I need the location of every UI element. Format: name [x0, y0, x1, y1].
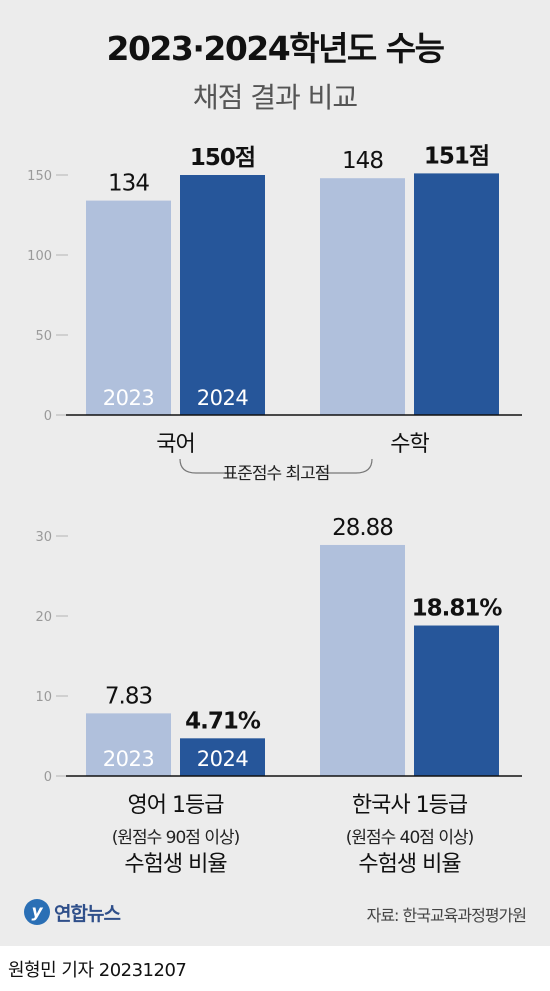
y-tick-label: 0 [44, 770, 52, 785]
bar-2023 [86, 200, 171, 415]
series-label-2024: 2024 [197, 747, 249, 771]
data-label: 151점 [424, 143, 489, 169]
data-label: 18.81% [412, 596, 503, 622]
data-label: 4.71% [185, 708, 261, 734]
y-tick-label: 150 [27, 169, 52, 184]
byline: 원형민 기자 20231207 [8, 960, 187, 981]
category-label: 수학 [390, 432, 429, 457]
chart-grade1-ratio: 30 20 10 0 7.83 2023 4.71% 2024 영어 1등급 (원점수 90점 이… [35, 515, 522, 877]
data-label: 148 [342, 148, 383, 174]
y-tick-label: 20 [35, 610, 52, 625]
yonhap-logo: y 연합뉴스 [24, 896, 121, 928]
category-sublabel: (원점수 90점 이상) [112, 828, 240, 848]
y-tick-label: 50 [35, 329, 52, 344]
bar-2024 [414, 173, 499, 415]
note-bracket-left [179, 458, 236, 474]
series-label-2023: 2023 [103, 747, 154, 771]
y-tick-label: 10 [35, 690, 52, 705]
chart-title: 2023·2024학년도 수능 [106, 29, 445, 68]
series-label-2024: 2024 [197, 386, 249, 410]
note-bracket-right [316, 458, 373, 474]
chart-subtitle: 채점 결과 비교 [192, 81, 358, 114]
data-label: 7.83 [105, 683, 152, 709]
series-label-2023: 2023 [103, 386, 154, 410]
bar-2023 [320, 544, 405, 776]
y-tick-label: 100 [27, 249, 52, 264]
category-label: 영어 1등급 [128, 793, 225, 818]
category-label: 한국사 1등급 [352, 793, 468, 818]
category-sublabel: (원점수 40점 이상) [346, 828, 474, 848]
data-label: 150점 [190, 145, 255, 171]
bar-2023 [86, 713, 171, 776]
bar-2024 [180, 738, 265, 776]
source-text: 자료: 한국교육과정평가원 [366, 906, 527, 925]
category-sublabel: 수험생 비율 [358, 852, 461, 877]
infographic-card [0, 0, 550, 946]
category-label: 국어 [156, 432, 194, 457]
bar-2023 [320, 178, 405, 415]
category-sublabel: 수험생 비율 [124, 852, 227, 877]
data-label: 134 [108, 171, 149, 197]
y-tick-label: 30 [35, 530, 52, 545]
note-label: 표준점수 최고점 [223, 464, 330, 484]
yonhap-logo-icon: y [24, 899, 50, 925]
data-label: 28.88 [332, 515, 393, 541]
yonhap-logo-text: 연합뉴스 [54, 902, 121, 925]
bar-2024 [180, 175, 265, 415]
bar-2024 [414, 625, 499, 776]
y-tick-label: 0 [44, 409, 52, 424]
